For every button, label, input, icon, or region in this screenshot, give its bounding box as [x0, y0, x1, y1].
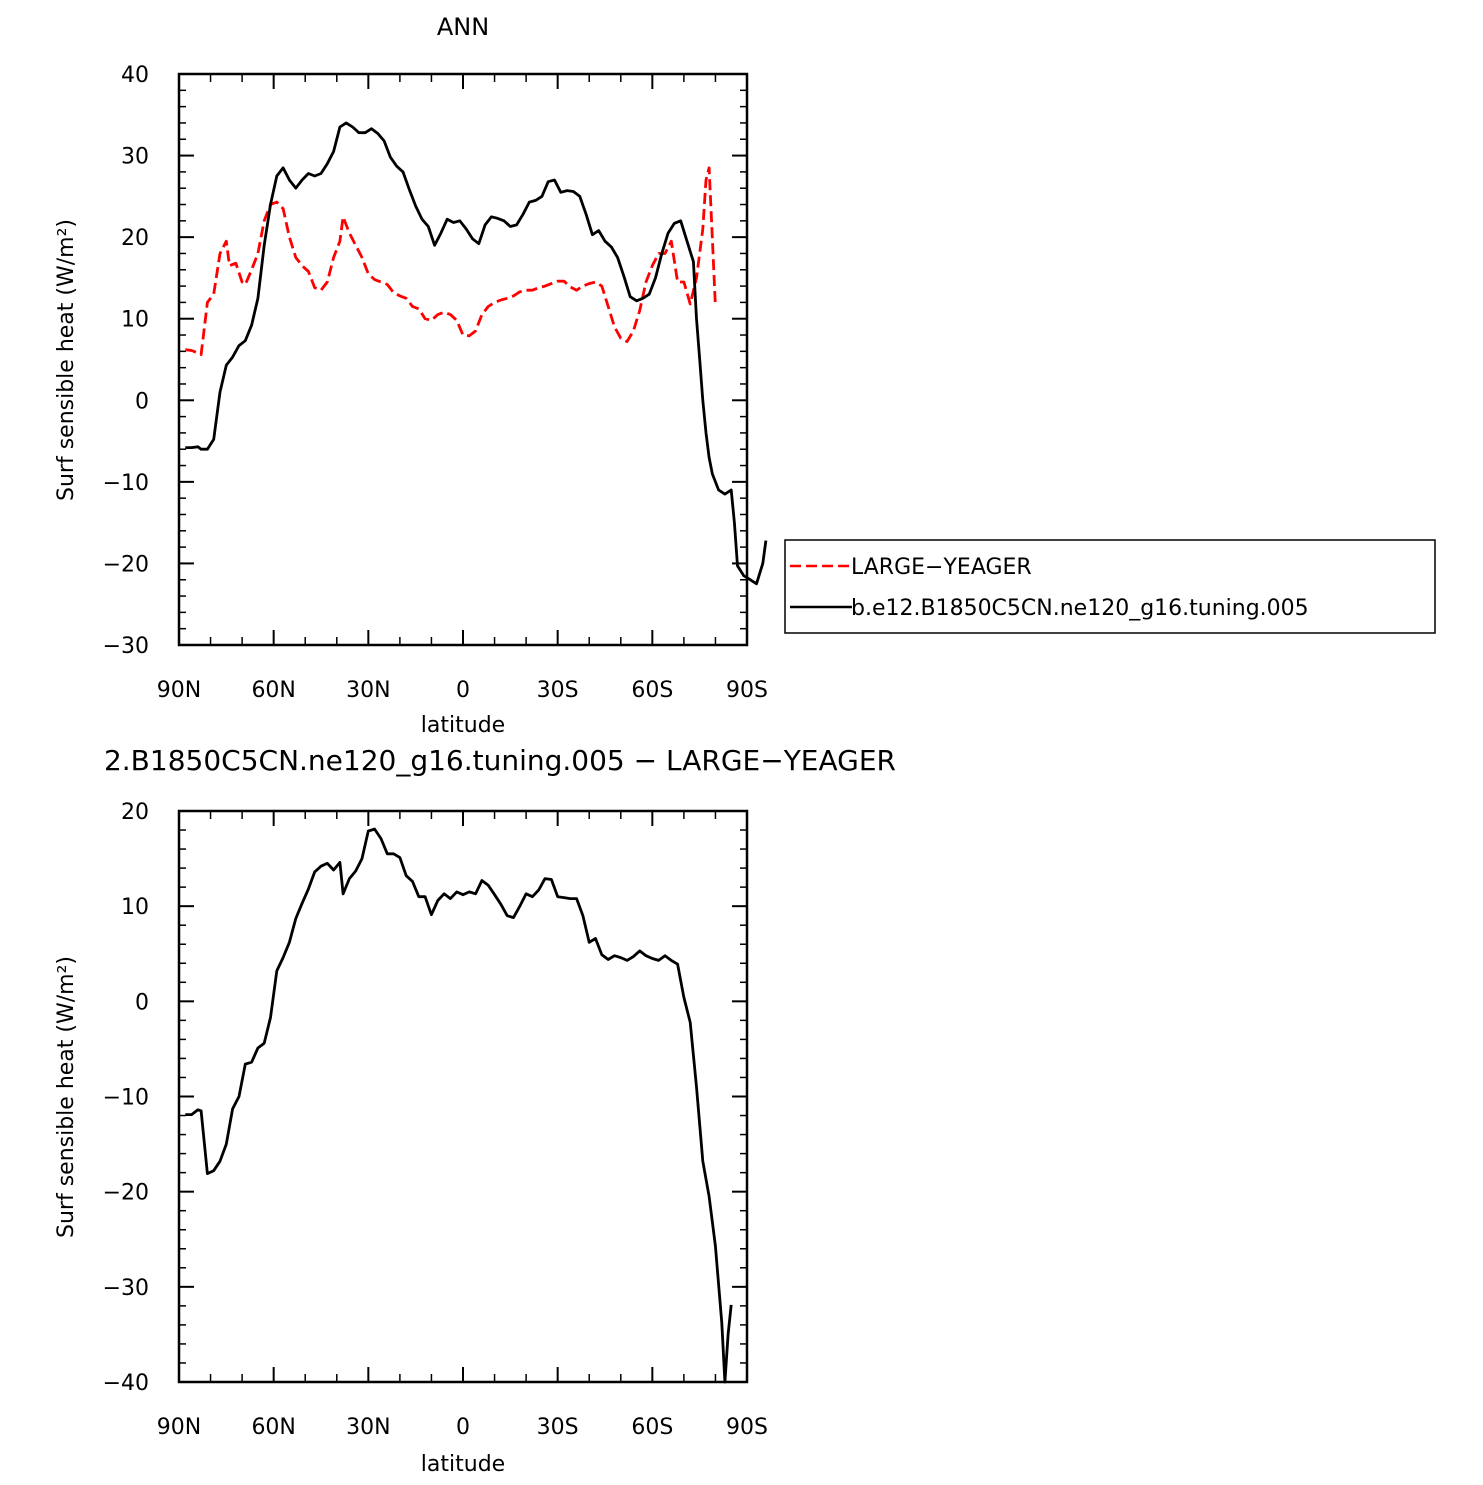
- series-line-0-1: [185, 121, 768, 586]
- x-tick-label: 90S: [726, 1415, 768, 1440]
- y-tick-label: 20: [121, 226, 149, 251]
- panel-2-x-tick-labels: 90N 60N 30N 0 30S 60S 90S: [157, 1415, 768, 1440]
- x-tick-label: 30N: [346, 678, 390, 703]
- x-tick-label: 90N: [157, 1415, 201, 1440]
- y-tick-label: −30: [103, 634, 149, 659]
- x-tick-label: 30S: [537, 678, 579, 703]
- x-tick-label: 60N: [251, 678, 295, 703]
- y-tick-label: 40: [121, 63, 149, 88]
- panel-2-ticks: [178, 810, 748, 1383]
- panel-1-lines: [185, 121, 768, 586]
- legend-box: [784, 539, 1436, 634]
- y-tick-label: 20: [121, 800, 149, 825]
- panel-2-y-axis-label: Surf sensible heat (W/m²): [54, 956, 79, 1238]
- x-tick-label: 90S: [726, 678, 768, 703]
- panel-1-y-tick-labels: 40 30 20 10 0 −10 −20 −30: [103, 63, 149, 659]
- y-tick-label: −10: [103, 471, 149, 496]
- x-tick-label: 30S: [537, 1415, 579, 1440]
- legend-label-large-yeager: LARGE−YEAGER: [851, 555, 1032, 580]
- y-tick-label: 10: [121, 895, 149, 920]
- x-tick-label: 0: [456, 678, 470, 703]
- legend: LARGE−YEAGER b.e12.B1850C5CN.ne120_g16.t…: [784, 539, 1436, 634]
- series-line-1-0: [185, 827, 733, 1384]
- panel-1-x-axis-label: latitude: [421, 713, 505, 738]
- y-tick-label: 0: [135, 389, 149, 414]
- panel-1-ticks: [178, 73, 748, 646]
- y-tick-label: 10: [121, 308, 149, 333]
- panel-2: 2.B1850C5CN.ne120_g16.tuning.005 − LARGE…: [54, 744, 896, 1477]
- x-tick-label: 30N: [346, 1415, 390, 1440]
- x-tick-label: 0: [456, 1415, 470, 1440]
- panel-1-title: ANN: [437, 13, 489, 41]
- y-tick-label: 30: [121, 145, 149, 170]
- series-line-0-0: [185, 166, 717, 357]
- panel-2-lines: [185, 827, 733, 1384]
- legend-label-model: b.e12.B1850C5CN.ne120_g16.tuning.005: [851, 596, 1309, 621]
- x-tick-label: 60N: [251, 1415, 295, 1440]
- panel-2-frame: [177, 809, 749, 1384]
- y-tick-label: −40: [103, 1371, 149, 1396]
- legend-item-model: b.e12.B1850C5CN.ne120_g16.tuning.005: [790, 596, 1309, 621]
- panel-2-y-tick-labels: 20 10 0 −10 −20 −30 −40: [103, 800, 149, 1396]
- panel-1-y-axis-label: Surf sensible heat (W/m²): [54, 219, 79, 501]
- y-tick-label: −20: [103, 1181, 149, 1206]
- y-tick-label: −30: [103, 1276, 149, 1301]
- panel-2-title: 2.B1850C5CN.ne120_g16.tuning.005 − LARGE…: [104, 744, 896, 777]
- panel-1-x-tick-labels: 90N 60N 30N 0 30S 60S 90S: [157, 678, 768, 703]
- y-tick-label: −20: [103, 552, 149, 577]
- y-tick-label: −10: [103, 1086, 149, 1111]
- panel-2-x-axis-label: latitude: [421, 1452, 505, 1477]
- y-tick-label: 0: [135, 990, 149, 1015]
- legend-item-large-yeager: LARGE−YEAGER: [790, 555, 1032, 580]
- x-tick-label: 90N: [157, 678, 201, 703]
- panel-1-frame: [177, 72, 749, 647]
- x-tick-label: 60S: [631, 678, 673, 703]
- x-tick-label: 60S: [631, 1415, 673, 1440]
